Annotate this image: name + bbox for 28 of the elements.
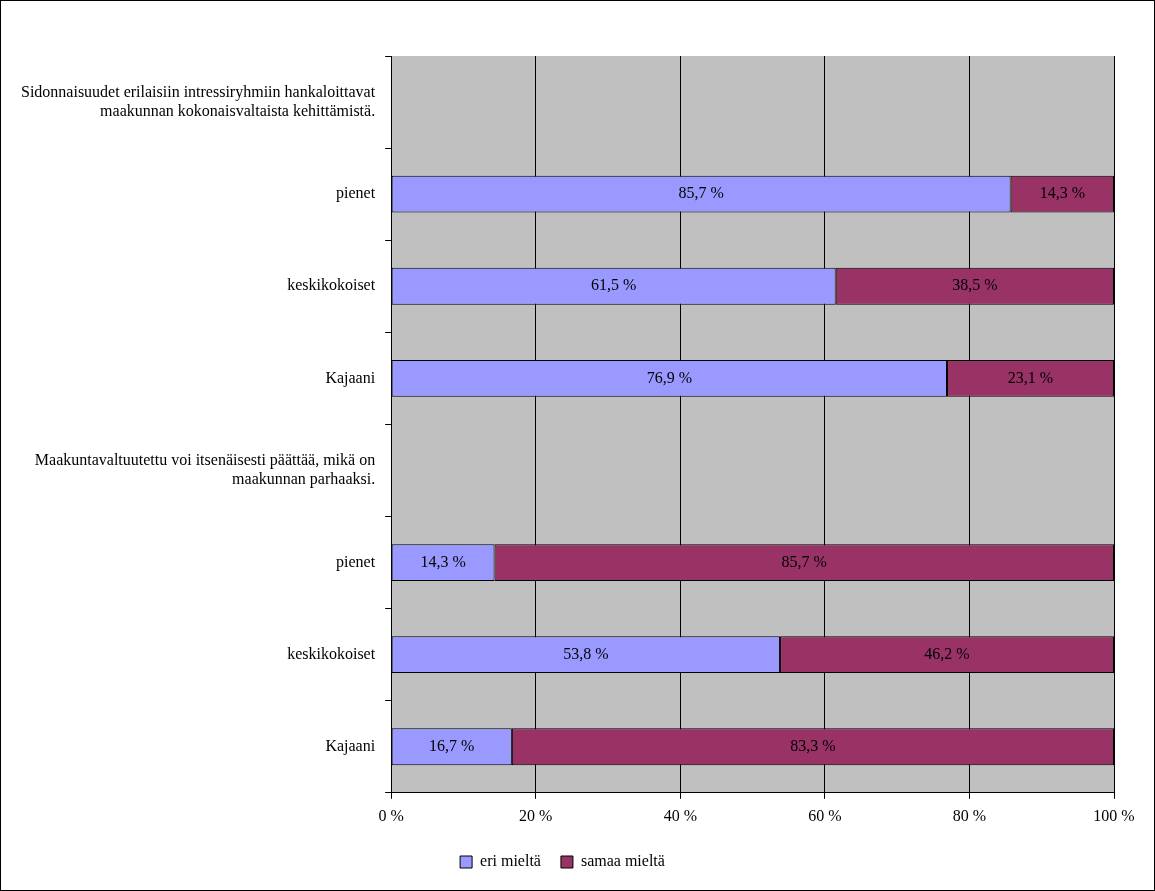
data-label: 85,7 % (678, 184, 724, 202)
y-tick-label: pienet (336, 552, 376, 571)
legend-label: eri mieltä (480, 852, 541, 870)
data-label: 53,8 % (563, 644, 609, 662)
y-tick-label: keskikokoiset (287, 644, 376, 662)
data-label: 76,9 % (646, 368, 693, 386)
y-tick-label: Sidonnaisuudet erilaisiin intressiryhmiin hankaloittavat maakunnan kokonaisvaltaista kehittämistä. (20, 82, 376, 119)
data-label: 38,5 % (952, 276, 998, 294)
data-label: 16,7 % (429, 736, 475, 754)
legend-label: samaa mieltä (580, 852, 665, 870)
data-label: 61,5 % (591, 276, 637, 294)
x-tick-label: 100 % (1093, 806, 1135, 824)
x-tick-label: 0 % (378, 806, 404, 824)
x-tick-label: 40 % (663, 806, 697, 824)
data-label: 14,3 % (1039, 184, 1085, 202)
y-tick-label: Kajaani (325, 736, 376, 755)
y-tick-label: keskikokoiset (287, 276, 376, 294)
x-tick-label: 20 % (519, 806, 553, 824)
data-label: 85,7 % (781, 552, 827, 570)
y-tick-label: Maakuntavaltuutettu voi itsenäisesti päättää, mikä on maakunnan parhaaksi. (34, 451, 376, 489)
data-label: 46,2 % (924, 644, 970, 662)
y-tick-label: pienet (336, 184, 376, 203)
y-tick-label: Kajaani (325, 368, 376, 387)
data-label: 83,3 % (790, 736, 836, 754)
x-tick-label: 80 % (952, 806, 987, 824)
x-tick-label: 60 % (808, 806, 842, 824)
data-label: 23,1 % (1007, 368, 1054, 386)
data-label: 14,3 % (420, 552, 466, 570)
